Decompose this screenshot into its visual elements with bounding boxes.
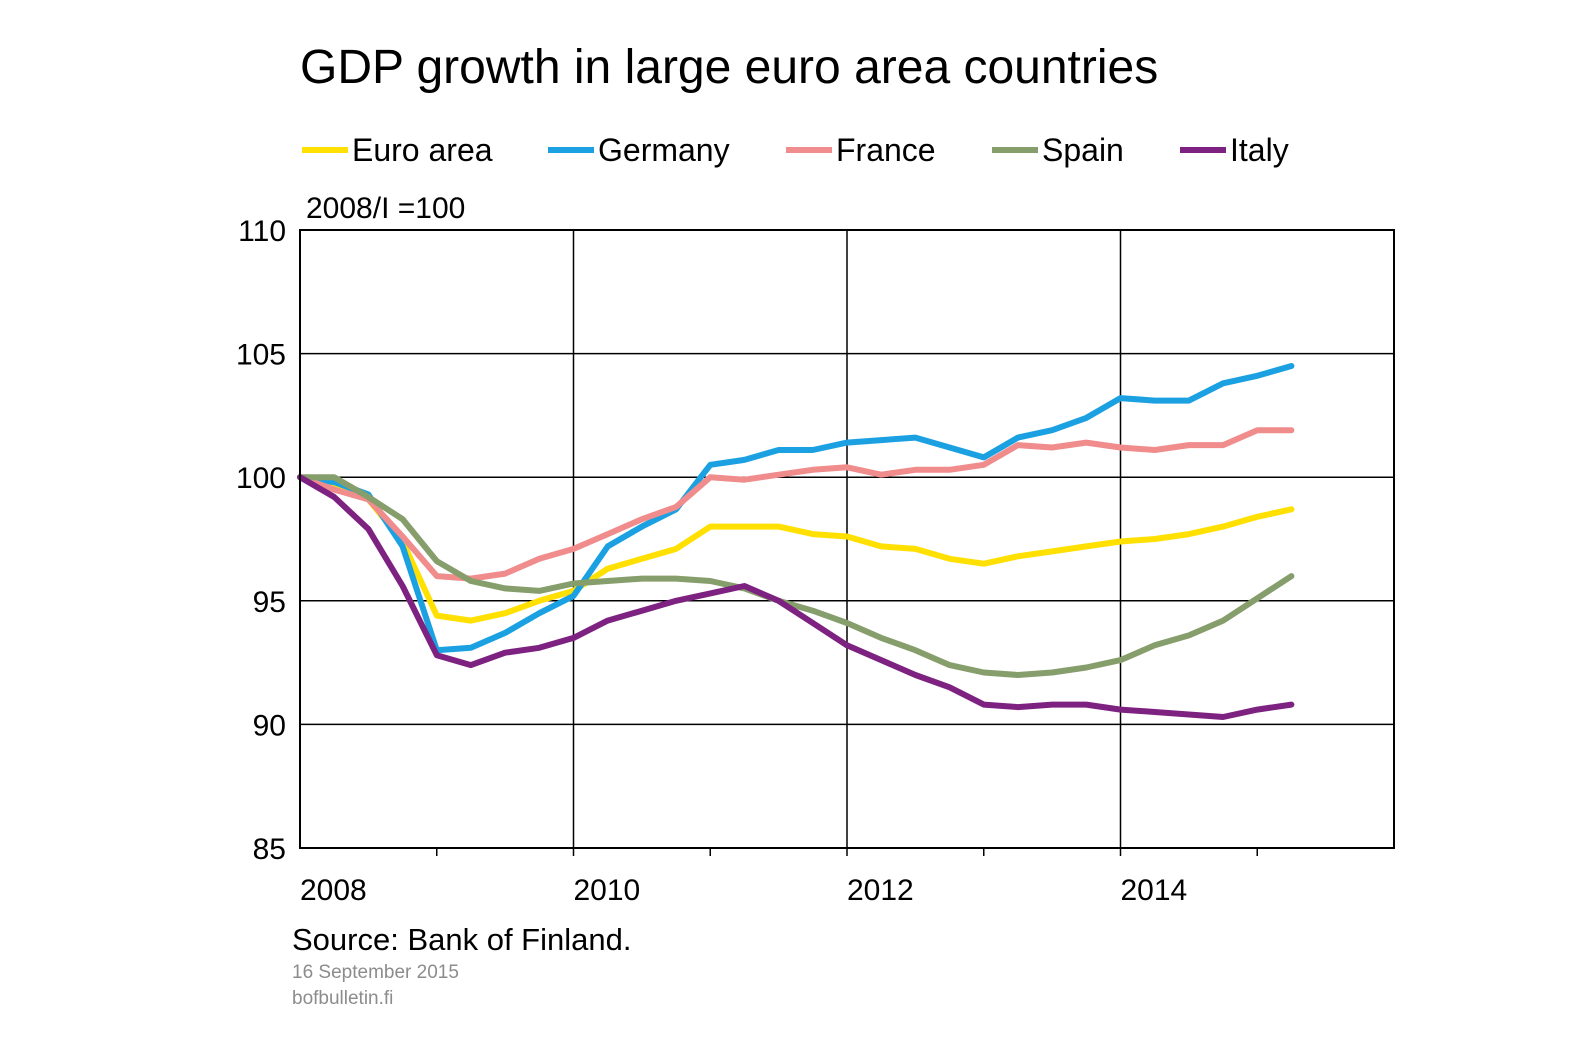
y-tick-label: 105: [236, 339, 286, 372]
legend-label-euro-area: Euro area: [352, 131, 493, 168]
legend-swatch-euro-area: [302, 147, 348, 153]
grid: [300, 230, 1394, 848]
y-tick-label: 90: [253, 709, 286, 742]
y-tick-label: 85: [253, 833, 286, 866]
x-tick-label: 2008: [300, 874, 367, 907]
legend-item-euro-area: Euro area: [302, 128, 493, 172]
legend-item-france: France: [786, 128, 936, 172]
y-tick-label: 95: [253, 586, 286, 619]
x-tick-label: 2010: [574, 874, 641, 907]
series-line-spain: [297, 474, 1295, 678]
y-tick-label: 100: [236, 462, 286, 495]
publication-date: 16 September 2015: [292, 962, 459, 983]
x-tick-label: 2014: [1121, 874, 1188, 907]
legend-label-france: France: [836, 131, 936, 168]
series-line-germany: [297, 363, 1295, 654]
axis-ticks: 85 90 95 100 105 110 2008 2010 2012 2014: [236, 215, 1258, 907]
source-note: Source: Bank of Finland.: [292, 922, 632, 957]
series-line-italy: [297, 474, 1295, 720]
legend-label-germany: Germany: [598, 131, 730, 168]
legend-label-italy: Italy: [1230, 131, 1289, 168]
y-tick-label: 110: [238, 215, 286, 248]
unit-label: 2008/I =100: [306, 192, 466, 225]
legend-swatch-spain: [992, 147, 1038, 153]
legend-swatch-italy: [1180, 147, 1226, 153]
legend-swatch-france: [786, 147, 832, 153]
legend-item-germany: Germany: [548, 128, 730, 172]
series-line-euro-area: [297, 474, 1295, 624]
legend-item-spain: Spain: [992, 128, 1124, 172]
series-lines: [297, 363, 1295, 720]
chart-title: GDP growth in large euro area countries: [300, 41, 1159, 94]
site-name: bofbulletin.fi: [292, 988, 394, 1009]
legend-swatch-germany: [548, 147, 594, 153]
legend-item-italy: Italy: [1180, 128, 1289, 172]
x-tick-label: 2012: [847, 874, 914, 907]
legend-label-spain: Spain: [1042, 131, 1124, 168]
